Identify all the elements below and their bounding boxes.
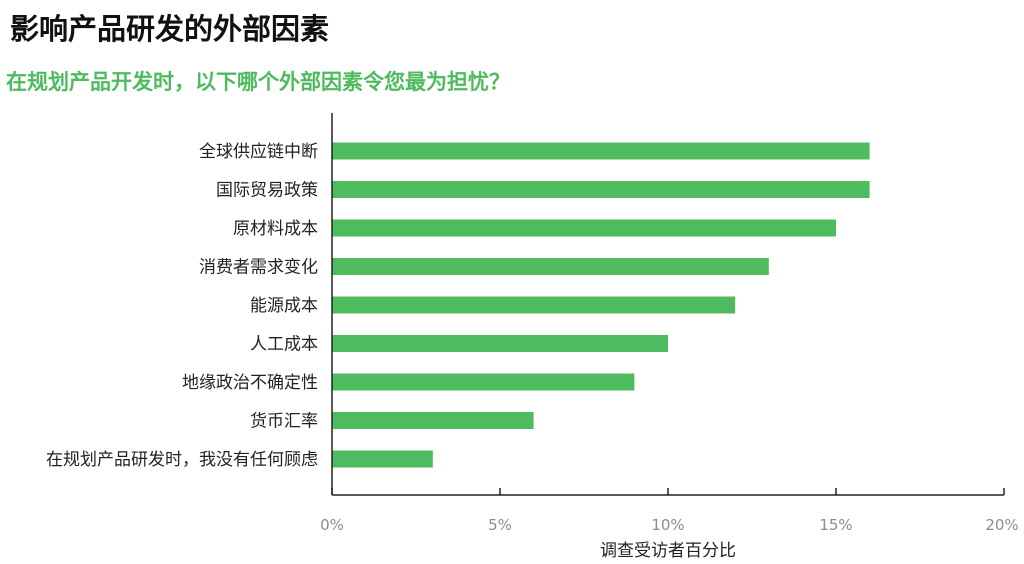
x-ticks-group: 0% 5% 10% 15% 20%: [320, 488, 1019, 534]
category-labels-group: 全球供应链中断国际贸易政策原材料成本消费者需求变化能源成本人工成本地缘政治不确定…: [46, 142, 318, 470]
bar-7: [332, 373, 635, 391]
bar-3: [332, 219, 836, 237]
category-label-4: 消费者需求变化: [199, 258, 318, 278]
x-tick-label-3: 15%: [819, 516, 852, 534]
bar-5: [332, 296, 736, 314]
x-tick-label-4: 20%: [985, 516, 1018, 534]
bar-2: [332, 181, 870, 198]
category-label-6: 人工成本: [250, 335, 318, 355]
x-tick-label-1: 5%: [488, 516, 512, 534]
category-label-3: 原材料成本: [233, 219, 318, 239]
bar-9: [332, 450, 433, 468]
bar-4: [332, 258, 769, 275]
category-label-9: 在规划产品研发时，我没有任何顾虑: [46, 450, 318, 470]
x-tick-label-2: 10%: [651, 516, 684, 534]
bars-group: [332, 142, 870, 468]
category-label-2: 国际贸易政策: [216, 181, 318, 201]
bar-6: [332, 335, 668, 352]
bar-1: [332, 142, 870, 160]
category-label-7: 地缘政治不确定性: [182, 373, 318, 393]
category-label-8: 货币汇率: [250, 412, 318, 432]
category-label-1: 全球供应链中断: [199, 142, 318, 162]
chart-subtitle: 在规划产品开发时，以下哪个外部因素令您最为担忧？: [6, 70, 510, 94]
x-axis-title: 调查受访者百分比: [600, 541, 736, 561]
x-tick-label-0: 0%: [320, 516, 344, 534]
category-label-5: 能源成本: [250, 296, 318, 316]
chart-title: 影响产品研发的外部因素: [10, 12, 330, 46]
bar-8: [332, 412, 534, 429]
